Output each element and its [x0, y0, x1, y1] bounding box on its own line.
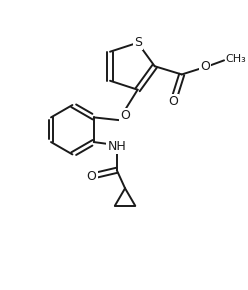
Text: NH: NH	[107, 140, 126, 153]
Text: S: S	[134, 36, 142, 49]
Text: O: O	[87, 170, 97, 183]
Text: O: O	[169, 95, 179, 108]
Text: CH₃: CH₃	[225, 54, 246, 64]
Text: O: O	[200, 60, 210, 73]
Text: O: O	[120, 109, 130, 122]
